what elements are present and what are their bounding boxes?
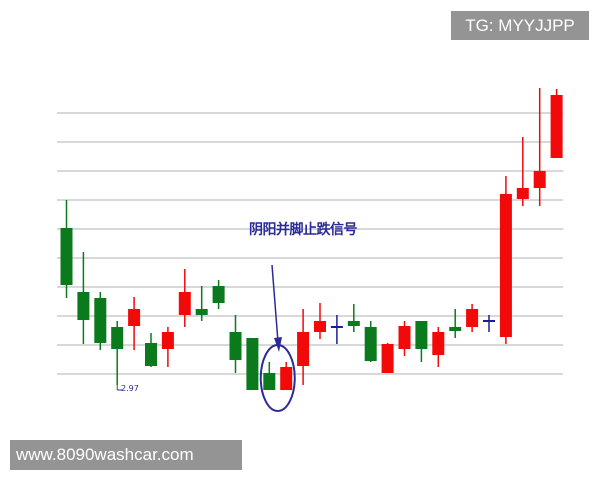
candle	[128, 297, 141, 350]
candle-body	[449, 327, 462, 331]
candle-body	[195, 309, 208, 315]
candle	[533, 88, 546, 206]
candle	[212, 280, 225, 309]
candle-body	[432, 332, 445, 355]
candle-body	[499, 194, 512, 337]
candle-body	[94, 298, 107, 343]
candle	[347, 304, 360, 332]
candle	[263, 362, 276, 390]
candle	[415, 321, 428, 362]
candle	[314, 303, 326, 339]
candle	[145, 333, 157, 367]
candle-body	[381, 344, 394, 373]
candle	[330, 315, 343, 344]
candle	[364, 321, 377, 362]
candle-body	[145, 343, 157, 366]
candle	[449, 309, 462, 338]
candle	[432, 327, 445, 367]
candle	[195, 286, 208, 321]
candle-body	[398, 326, 411, 349]
candle	[280, 362, 293, 390]
candle-body	[111, 327, 124, 349]
watermark-bottom: www.8090washcar.com	[10, 440, 242, 470]
candle-body	[550, 95, 563, 158]
annotation-marks	[116, 264, 296, 412]
candle-body	[364, 327, 377, 361]
candle	[229, 315, 242, 373]
candle-body	[415, 321, 428, 349]
candle-body	[212, 286, 225, 303]
candle	[516, 137, 529, 206]
candle	[398, 321, 411, 356]
candle	[94, 292, 107, 350]
candle	[111, 321, 124, 385]
candle-body	[229, 332, 242, 360]
candle	[499, 176, 512, 344]
candle	[60, 200, 73, 298]
arrowhead	[274, 337, 282, 352]
candle-body	[263, 373, 276, 390]
candle	[550, 89, 563, 158]
candles	[60, 88, 563, 390]
candle	[77, 252, 90, 344]
candle-body	[280, 367, 293, 390]
candle-body	[466, 309, 479, 327]
candle-body	[533, 171, 546, 188]
candle-body	[60, 228, 73, 285]
candle	[178, 269, 191, 327]
candle-body	[314, 321, 326, 332]
candle-body	[178, 292, 191, 315]
low-price-label: 2.97	[121, 384, 139, 393]
candle-body	[246, 338, 259, 390]
candle-body	[128, 309, 141, 326]
annotation-label: 阴阳并脚止跌信号	[249, 222, 358, 238]
candle-body	[516, 188, 529, 199]
gridlines	[57, 112, 563, 375]
watermark-top: TG: MYYJJPP	[451, 11, 589, 40]
candle-body	[347, 321, 360, 326]
candle	[483, 315, 495, 332]
candle	[381, 343, 394, 373]
candle	[246, 338, 259, 390]
candle	[161, 327, 174, 367]
candle	[297, 309, 310, 385]
candle	[466, 304, 479, 332]
annotation-arrow	[271, 264, 279, 343]
candle-body	[161, 332, 174, 349]
candle-body	[77, 292, 90, 320]
candle-body	[297, 332, 310, 366]
